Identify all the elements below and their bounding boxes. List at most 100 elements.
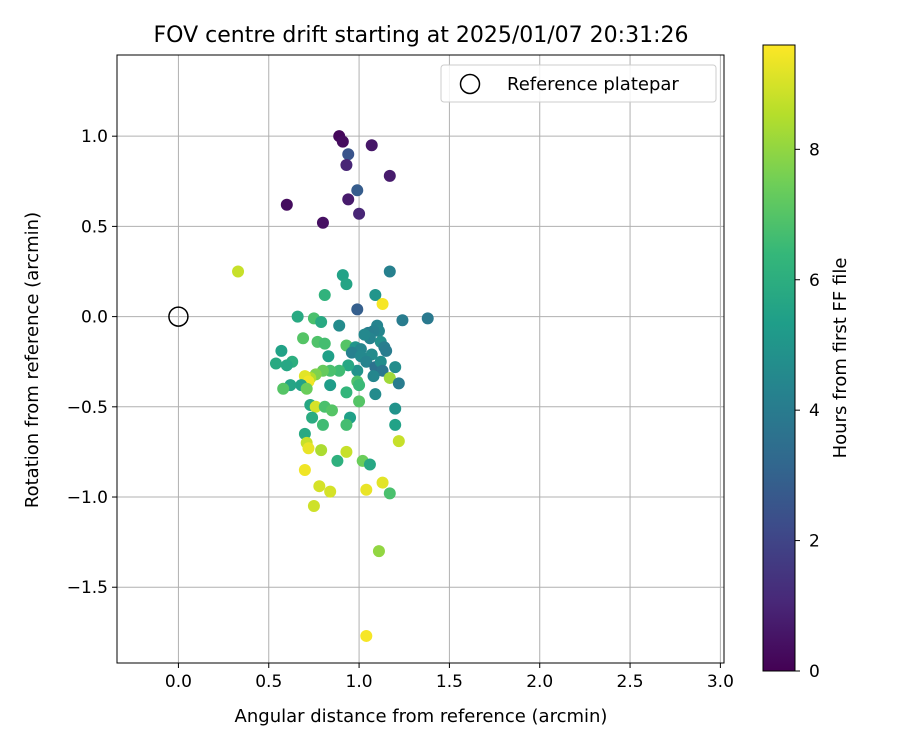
data-point xyxy=(298,427,311,440)
data-point xyxy=(369,288,382,301)
legend-marker xyxy=(459,73,481,95)
data-point xyxy=(383,169,396,182)
data-point xyxy=(280,359,293,372)
data-point xyxy=(363,458,376,471)
chart-title: FOV centre drift starting at 2025/01/07 … xyxy=(154,23,689,48)
data-point xyxy=(353,379,366,392)
data-point xyxy=(275,344,288,357)
data-point xyxy=(316,216,329,229)
data-point xyxy=(342,148,355,161)
x-tick-label: 2.0 xyxy=(526,672,553,692)
data-point xyxy=(360,355,373,368)
data-point xyxy=(372,545,385,558)
data-point xyxy=(302,442,315,455)
data-point xyxy=(307,500,320,513)
data-point xyxy=(315,444,328,457)
legend: Reference platepar xyxy=(440,64,717,103)
data-point xyxy=(389,418,402,431)
data-point xyxy=(345,346,358,359)
data-point xyxy=(324,379,337,392)
plot-frame xyxy=(116,54,725,664)
data-point xyxy=(389,361,402,374)
colorbar xyxy=(762,44,796,672)
data-point xyxy=(421,312,434,325)
y-tick-label: 1.0 xyxy=(81,127,108,147)
x-axis-ticks: 0.0 0.5 1.0 1.5 2.0 2.5 3.0 xyxy=(165,663,734,692)
x-tick-label: 1.5 xyxy=(436,672,463,692)
data-point xyxy=(383,265,396,278)
data-point xyxy=(336,135,349,148)
data-point xyxy=(269,357,282,370)
data-point xyxy=(367,370,380,383)
data-point xyxy=(333,364,346,377)
data-point xyxy=(318,288,331,301)
x-tick-label: 2.5 xyxy=(617,672,644,692)
data-points xyxy=(232,130,434,642)
legend-label: Reference platepar xyxy=(507,74,679,95)
data-point xyxy=(232,265,245,278)
data-point xyxy=(353,395,366,408)
data-point xyxy=(316,418,329,431)
data-point xyxy=(322,350,335,363)
legend-box xyxy=(440,64,717,103)
reference-marker xyxy=(168,306,189,327)
y-tick-label: −1.5 xyxy=(67,578,108,598)
data-point xyxy=(318,337,331,350)
y-tick-label: 0.5 xyxy=(81,217,108,237)
colorbar-ticks: 0 2 4 6 8 xyxy=(795,140,820,682)
data-point xyxy=(333,319,346,332)
data-point xyxy=(396,314,409,327)
data-point xyxy=(365,139,378,152)
y-axis-ticks: 1.0 0.5 0.0 −0.5 −1.0 −1.5 xyxy=(67,127,117,598)
data-point xyxy=(325,404,338,417)
data-point xyxy=(300,382,313,395)
data-point xyxy=(392,435,405,448)
data-point xyxy=(340,445,353,458)
data-point xyxy=(353,207,366,220)
data-point xyxy=(351,184,364,197)
data-point xyxy=(291,310,304,323)
colorbar-tick-label: 6 xyxy=(809,271,820,291)
data-point xyxy=(340,278,353,291)
data-point xyxy=(309,400,322,413)
grid xyxy=(117,55,724,663)
y-tick-label: −0.5 xyxy=(67,398,108,418)
data-point xyxy=(324,485,337,498)
data-point xyxy=(280,198,293,211)
data-point xyxy=(342,193,355,206)
data-point xyxy=(331,454,344,467)
data-point xyxy=(315,316,328,329)
data-point xyxy=(369,388,382,401)
x-tick-label: 3.0 xyxy=(707,672,734,692)
y-tick-label: 0.0 xyxy=(81,308,108,328)
data-point xyxy=(313,480,326,493)
colorbar-tick-label: 4 xyxy=(809,401,820,421)
data-point xyxy=(383,371,396,384)
x-tick-label: 1.0 xyxy=(346,672,373,692)
colorbar-tick-label: 8 xyxy=(809,140,820,160)
x-tick-label: 0.0 xyxy=(165,672,192,692)
data-point xyxy=(340,386,353,399)
data-point xyxy=(342,359,355,372)
data-point xyxy=(389,402,402,415)
colorbar-tick-label: 2 xyxy=(809,532,820,552)
y-tick-label: −1.0 xyxy=(67,488,108,508)
data-point xyxy=(360,483,373,496)
y-axis-label: Rotation from reference (arcmin) xyxy=(22,212,43,508)
data-point xyxy=(340,159,353,172)
data-point xyxy=(380,344,393,357)
data-point xyxy=(306,411,319,424)
x-axis-label: Angular distance from reference (arcmin) xyxy=(235,706,608,727)
data-point xyxy=(351,364,364,377)
data-point xyxy=(336,269,349,282)
data-point xyxy=(340,418,353,431)
data-point xyxy=(351,303,364,316)
data-point xyxy=(376,476,389,489)
data-point xyxy=(392,377,405,390)
data-point xyxy=(358,328,371,341)
data-point xyxy=(360,629,373,642)
data-point xyxy=(277,382,290,395)
data-point xyxy=(374,355,387,368)
data-point xyxy=(298,463,311,476)
colorbar-label: Hours from first FF file xyxy=(830,258,851,459)
